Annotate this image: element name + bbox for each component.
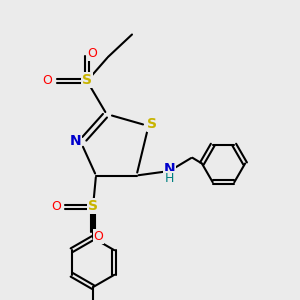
Text: O: O	[51, 200, 61, 213]
Text: S: S	[147, 118, 158, 131]
Text: S: S	[82, 73, 92, 87]
Text: N: N	[164, 162, 175, 176]
Text: H: H	[165, 172, 174, 185]
Text: N: N	[70, 134, 81, 148]
Text: S: S	[88, 199, 98, 213]
Text: O: O	[88, 47, 97, 60]
Text: O: O	[94, 230, 103, 243]
Text: O: O	[42, 74, 52, 87]
